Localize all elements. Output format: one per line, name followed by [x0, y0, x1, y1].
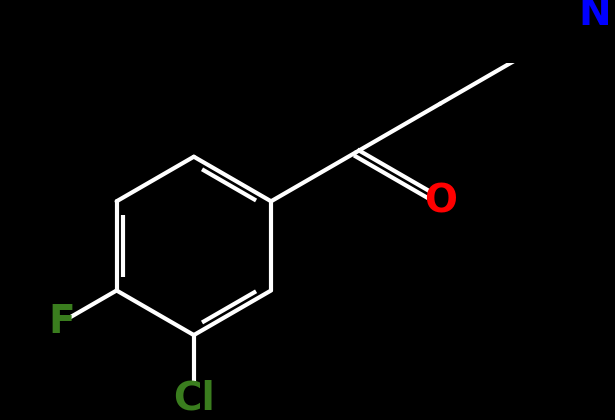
Text: F: F: [48, 303, 75, 341]
Text: Cl: Cl: [173, 380, 215, 418]
Text: N: N: [578, 0, 611, 34]
Text: O: O: [424, 182, 457, 220]
